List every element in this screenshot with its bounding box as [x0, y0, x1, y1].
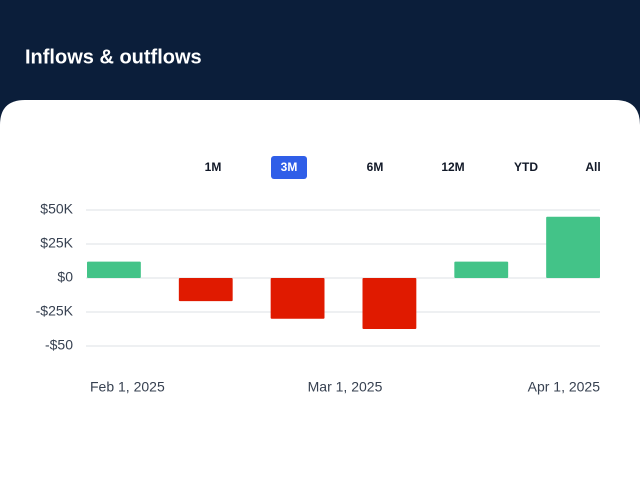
range-button[interactable]: 6M [367, 160, 384, 174]
x-tick-label: Mar 1, 2025 [308, 379, 383, 395]
y-tick-label: -$25K [36, 303, 74, 319]
y-tick-label: $50K [40, 201, 73, 217]
range-button[interactable]: All [585, 160, 600, 174]
bar [178, 278, 233, 302]
y-tick-label: $0 [57, 269, 73, 285]
range-button[interactable]: 3M [281, 160, 298, 174]
range-button-selected[interactable] [271, 156, 307, 179]
y-tick-label: $25K [40, 235, 73, 251]
header-title: Inflows & outflows [25, 46, 202, 68]
bar [87, 261, 141, 278]
range-button[interactable]: 1M [205, 160, 222, 174]
range-button[interactable]: YTD [514, 160, 538, 174]
range-button[interactable]: 12M [441, 160, 464, 174]
x-tick-label: Feb 1, 2025 [90, 379, 165, 395]
bar [362, 278, 417, 329]
bar [546, 216, 600, 278]
bar [270, 278, 325, 319]
x-tick-label: Apr 1, 2025 [528, 379, 601, 395]
y-tick-label: -$50 [45, 337, 73, 353]
bar [454, 261, 509, 278]
